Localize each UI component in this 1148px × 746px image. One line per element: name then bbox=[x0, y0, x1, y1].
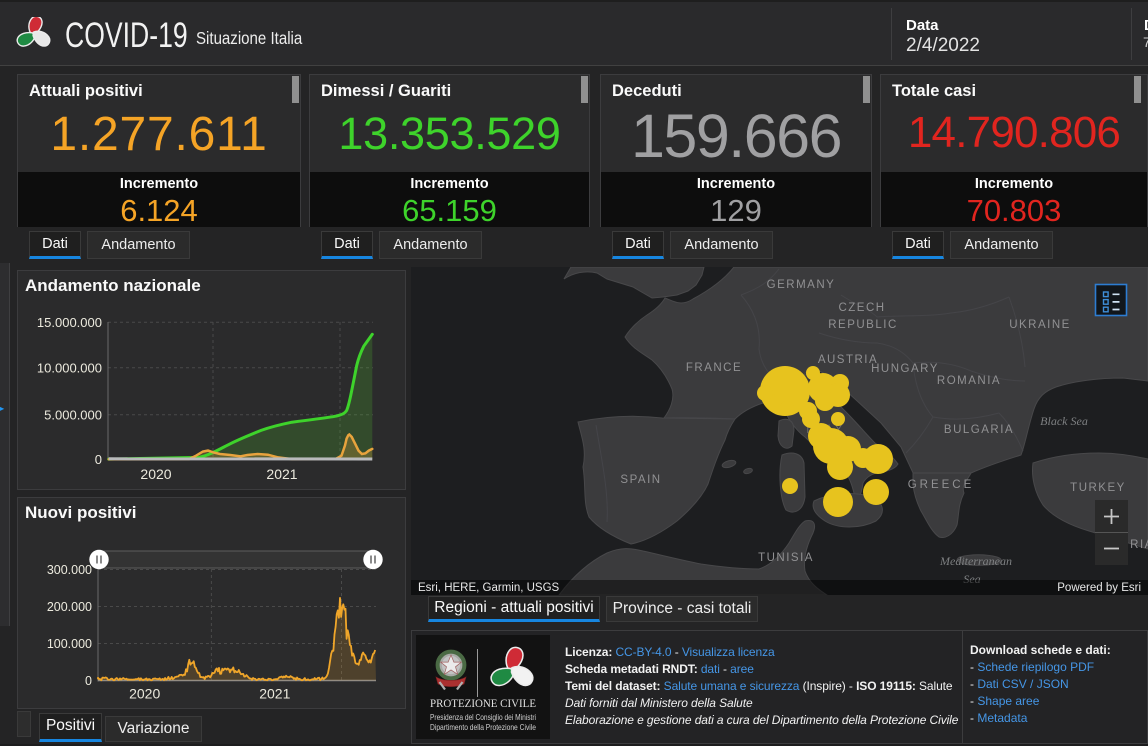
svg-text:Powered by Esri: Powered by Esri bbox=[1057, 582, 1141, 594]
svg-text:REPUBLIC: REPUBLIC bbox=[828, 319, 898, 331]
svg-text:TURKEY: TURKEY bbox=[1070, 482, 1126, 494]
svg-text:AUSTRIA: AUSTRIA bbox=[818, 354, 878, 366]
svg-text:RIA: RIA bbox=[1130, 539, 1148, 551]
svg-text:Black Sea: Black Sea bbox=[1040, 414, 1088, 428]
svg-text:ROMANIA: ROMANIA bbox=[937, 375, 1001, 387]
svg-text:Esri, HERE, Garmin, USGS: Esri, HERE, Garmin, USGS bbox=[418, 582, 560, 594]
svg-text:0: 0 bbox=[85, 674, 92, 688]
svg-text:PROTEZIONE CIVILE: PROTEZIONE CIVILE bbox=[430, 698, 536, 710]
svg-text:TUNISIA: TUNISIA bbox=[758, 552, 814, 564]
svg-text:Dipartimento della Protezione: Dipartimento della Protezione Civile bbox=[430, 722, 536, 732]
svg-text:15.000.000: 15.000.000 bbox=[37, 315, 102, 330]
svg-text:2021: 2021 bbox=[266, 466, 297, 482]
svg-text:UKRAINE: UKRAINE bbox=[1009, 319, 1071, 331]
svg-text:SPAIN: SPAIN bbox=[620, 474, 661, 486]
svg-text:FRANCE: FRANCE bbox=[686, 362, 742, 374]
svg-text:5.000.000: 5.000.000 bbox=[44, 408, 102, 423]
svg-text:CZECH: CZECH bbox=[838, 302, 885, 314]
svg-text:BULGARIA: BULGARIA bbox=[944, 424, 1014, 436]
svg-text:10.000.000: 10.000.000 bbox=[37, 361, 102, 376]
svg-text:300.000: 300.000 bbox=[47, 563, 92, 577]
svg-text:GREECE: GREECE bbox=[908, 479, 975, 491]
svg-text:2020: 2020 bbox=[140, 466, 171, 482]
svg-text:HUNGARY: HUNGARY bbox=[871, 363, 939, 375]
svg-text:2021: 2021 bbox=[259, 686, 290, 702]
svg-text:Presidenza del Consiglio dei M: Presidenza del Consiglio dei Ministri bbox=[430, 712, 536, 722]
svg-text:200.000: 200.000 bbox=[47, 600, 92, 614]
svg-text:Sea: Sea bbox=[963, 572, 980, 586]
svg-text:100.000: 100.000 bbox=[47, 637, 92, 651]
svg-text:Mediterranean: Mediterranean bbox=[939, 554, 1012, 568]
svg-text:2020: 2020 bbox=[129, 686, 160, 702]
svg-text:GERMANY: GERMANY bbox=[767, 279, 836, 291]
svg-text:0: 0 bbox=[95, 452, 102, 467]
